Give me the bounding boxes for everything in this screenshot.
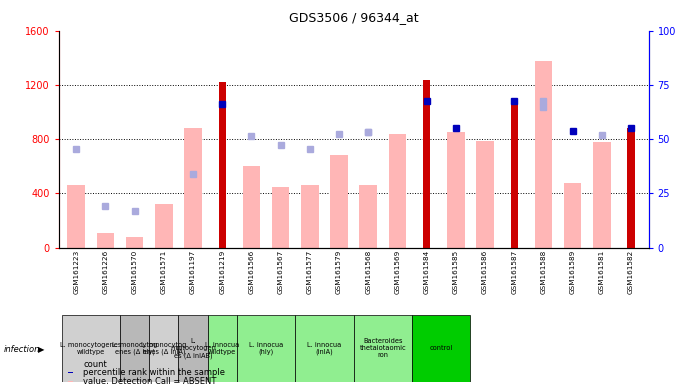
Bar (237, 315, 295, 382)
Text: GSM161579: GSM161579 (336, 250, 342, 294)
Bar (301, 185, 319, 248)
Bar (359, 185, 377, 248)
Bar (593, 142, 611, 248)
Text: control: control (430, 346, 453, 351)
Text: count: count (83, 359, 107, 369)
Text: GSM161589: GSM161589 (570, 250, 575, 294)
Bar (423, 79, 431, 248)
Bar (564, 183, 582, 248)
Text: Bacteroides
thetaiotaomic
ron: Bacteroides thetaiotaomic ron (359, 338, 406, 359)
Bar (68, 185, 85, 248)
Bar (184, 128, 201, 248)
Text: L. monocytog
enes (Δ hly): L. monocytog enes (Δ hly) (112, 342, 157, 355)
Text: GSM161566: GSM161566 (248, 250, 255, 294)
Text: GSM161197: GSM161197 (190, 250, 196, 294)
Bar (120, 315, 149, 382)
Text: GDS3506 / 96344_at: GDS3506 / 96344_at (289, 12, 418, 25)
Text: GSM161581: GSM161581 (599, 250, 605, 294)
Bar (476, 141, 494, 248)
Text: GSM161585: GSM161585 (453, 250, 459, 294)
Text: L. innocua
(inlA): L. innocua (inlA) (307, 342, 342, 355)
Bar (535, 61, 552, 248)
Text: L. monocytog
enes (Δ inlA): L. monocytog enes (Δ inlA) (141, 342, 186, 355)
Text: L. innocua
wildtype: L. innocua wildtype (205, 342, 239, 355)
Bar (331, 156, 348, 248)
Text: value, Detection Call = ABSENT: value, Detection Call = ABSENT (83, 377, 217, 384)
Bar (272, 187, 289, 248)
Bar (61, 315, 120, 382)
Bar (243, 166, 260, 248)
Bar (447, 132, 464, 248)
Text: L.
monocytogen
es (Δ inlAB): L. monocytogen es (Δ inlAB) (170, 338, 216, 359)
Bar (412, 315, 471, 382)
Bar (149, 315, 179, 382)
Bar (68, 372, 73, 373)
Bar (511, 104, 518, 248)
Text: GSM161223: GSM161223 (73, 250, 79, 294)
Text: GSM161577: GSM161577 (307, 250, 313, 294)
Bar (388, 134, 406, 248)
Text: GSM161219: GSM161219 (219, 250, 225, 294)
Text: GSM161569: GSM161569 (395, 250, 400, 294)
Text: GSM161567: GSM161567 (277, 250, 284, 294)
Bar (219, 82, 226, 248)
Bar (295, 315, 353, 382)
Text: infection: infection (3, 345, 40, 354)
Text: GSM161584: GSM161584 (424, 250, 430, 294)
Bar (179, 315, 208, 382)
Text: GSM161568: GSM161568 (365, 250, 371, 294)
Bar (97, 233, 114, 248)
Text: GSM161571: GSM161571 (161, 250, 167, 294)
Text: GSM161587: GSM161587 (511, 250, 518, 294)
Text: GSM161588: GSM161588 (540, 250, 546, 294)
Bar (627, 128, 635, 248)
Bar (208, 315, 237, 382)
Text: ▶: ▶ (39, 345, 45, 354)
Bar (155, 204, 172, 248)
Text: L. monocytogenes
wildtype: L. monocytogenes wildtype (60, 342, 121, 355)
Text: GSM161226: GSM161226 (102, 250, 108, 294)
Text: L. innocua
(hly): L. innocua (hly) (249, 342, 283, 355)
Text: percentile rank within the sample: percentile rank within the sample (83, 368, 225, 377)
Bar (126, 237, 144, 248)
Text: GSM161582: GSM161582 (628, 250, 634, 294)
Text: GSM161586: GSM161586 (482, 250, 488, 294)
Bar (353, 315, 412, 382)
Bar (68, 381, 73, 382)
Text: GSM161570: GSM161570 (132, 250, 137, 294)
